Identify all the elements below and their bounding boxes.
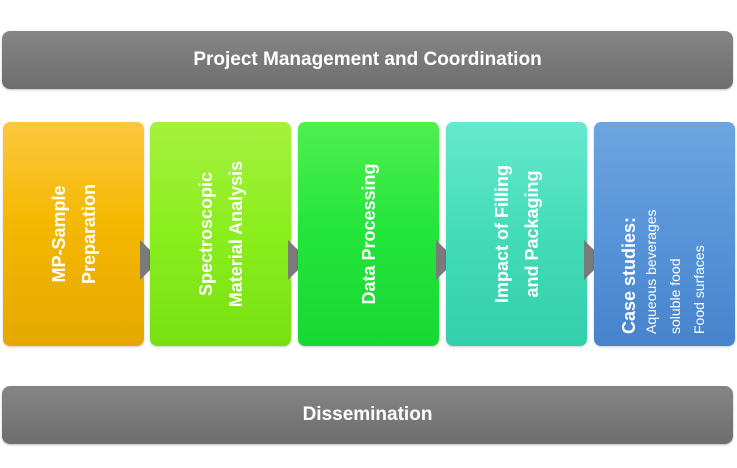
stage-4-line-1: Impact of Filling bbox=[491, 165, 512, 303]
case-studies-title: Case studies: bbox=[618, 216, 639, 334]
stage-3-line-1: Data Processing bbox=[358, 163, 379, 305]
dissemination-label: Dissemination bbox=[302, 404, 433, 425]
stage-2-line-2: Material Analysis bbox=[225, 160, 246, 308]
stage-1-line-1: MP-Sample bbox=[48, 185, 69, 283]
case-study-item-3: Food surfaces bbox=[690, 245, 707, 334]
case-study-item-2: soluble food bbox=[666, 258, 683, 334]
dissemination-bar: Dissemination bbox=[2, 386, 733, 444]
stage-4-line-2: and Packaging bbox=[521, 170, 542, 298]
stage-sample-preparation: MP-Sample Preparation bbox=[3, 122, 144, 346]
stage-spectroscopic-analysis: Spectroscopic Material Analysis bbox=[150, 122, 291, 346]
stage-2-line-1: Spectroscopic bbox=[195, 171, 216, 297]
stage-1-line-2: Preparation bbox=[78, 183, 99, 285]
stage-data-processing: Data Processing bbox=[298, 122, 439, 346]
case-study-item-1: Aqueous beverages bbox=[642, 209, 659, 334]
stage-filling-packaging: Impact of Filling and Packaging bbox=[446, 122, 587, 346]
project-management-bar: Project Management and Coordination bbox=[2, 31, 733, 89]
stage-case-studies: Case studies: Aqueous beverages soluble … bbox=[594, 122, 735, 346]
project-management-label: Project Management and Coordination bbox=[193, 49, 542, 70]
